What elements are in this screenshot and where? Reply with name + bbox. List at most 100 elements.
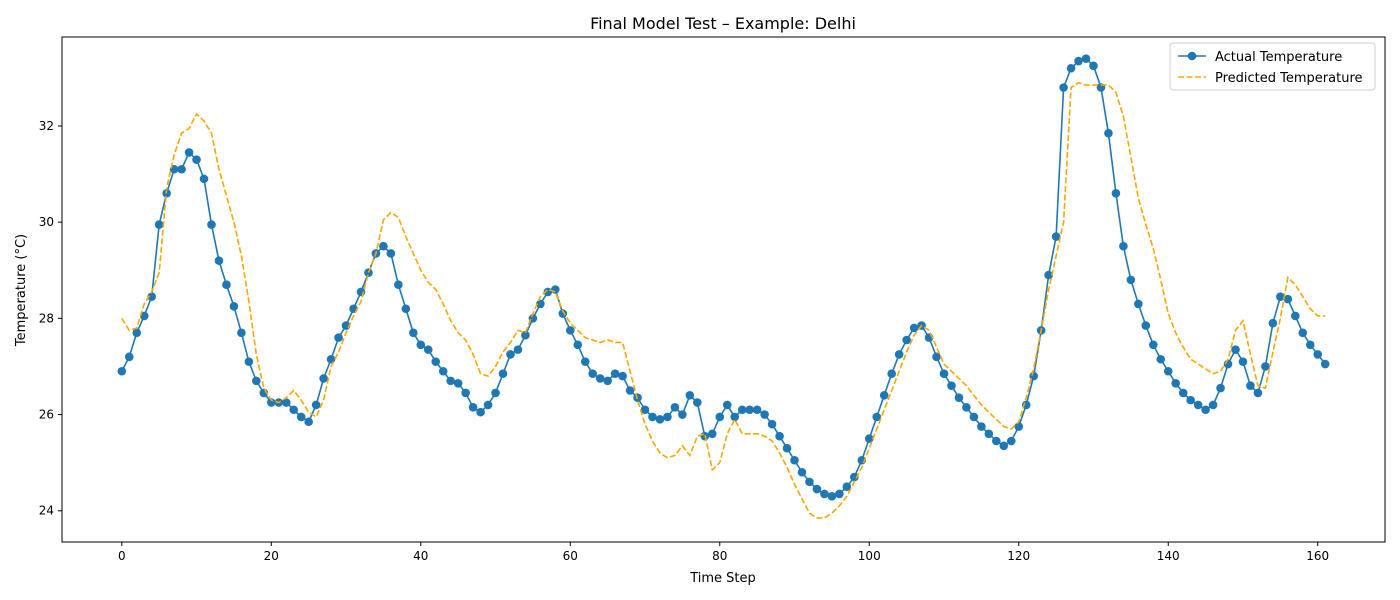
data-point-actual-temperature <box>887 369 896 378</box>
series-line-actual-temperature <box>121 57 1326 498</box>
data-point-actual-temperature <box>707 429 717 439</box>
data-point-actual-temperature <box>1111 189 1121 198</box>
data-point-actual-temperature <box>416 340 426 350</box>
data-point-actual-temperature <box>147 292 156 302</box>
data-point-actual-temperature <box>625 386 635 395</box>
data-point-actual-temperature <box>1119 241 1128 251</box>
data-point-actual-temperature <box>199 174 209 184</box>
data-point-actual-temperature <box>715 412 725 422</box>
data-point-actual-temperature <box>655 415 665 424</box>
data-point-actual-temperature <box>969 412 979 422</box>
data-point-actual-temperature <box>580 357 590 366</box>
data-point-actual-temperature <box>685 391 695 400</box>
data-point-actual-temperature <box>132 328 142 338</box>
data-point-actual-temperature <box>177 164 186 174</box>
data-point-actual-temperature <box>1074 56 1083 66</box>
data-point-actual-temperature <box>850 472 859 482</box>
data-point-actual-temperature <box>1059 83 1068 92</box>
data-point-actual-temperature <box>386 249 396 258</box>
data-point-actual-temperature <box>610 369 620 378</box>
data-point-actual-temperature <box>192 155 201 164</box>
x-tick-label: 80 <box>712 549 727 563</box>
x-axis-label: Time Step <box>689 571 756 586</box>
data-point-actual-temperature <box>1066 63 1076 73</box>
data-point-actual-temperature <box>476 407 485 417</box>
data-point-actual-temperature <box>909 323 919 333</box>
data-point-actual-temperature <box>1089 61 1098 71</box>
data-point-actual-temperature <box>603 376 612 386</box>
data-point-actual-temperature <box>558 309 568 318</box>
data-point-actual-temperature <box>1291 311 1300 321</box>
data-point-actual-temperature <box>1320 359 1330 369</box>
data-point-actual-temperature <box>984 429 994 439</box>
data-point-actual-temperature <box>670 403 680 412</box>
data-point-actual-temperature <box>446 376 455 386</box>
data-point-actual-temperature <box>573 340 583 350</box>
data-point-actual-temperature <box>1148 340 1158 350</box>
data-point-actual-temperature <box>1216 383 1225 393</box>
data-point-actual-temperature <box>939 369 949 378</box>
data-point-actual-temperature <box>521 330 530 340</box>
data-point-actual-temperature <box>139 311 149 321</box>
data-point-actual-temperature <box>506 350 515 359</box>
data-point-actual-temperature <box>281 398 291 407</box>
data-point-actual-temperature <box>334 333 343 342</box>
data-point-actual-temperature <box>618 371 627 381</box>
data-point-actual-temperature <box>790 455 799 465</box>
data-point-actual-temperature <box>1231 345 1240 354</box>
data-point-actual-temperature <box>409 328 418 338</box>
data-point-actual-temperature <box>1134 299 1143 309</box>
data-point-actual-temperature <box>999 441 1009 451</box>
data-point-actual-temperature <box>304 417 313 427</box>
data-point-actual-temperature <box>468 403 478 412</box>
data-point-actual-temperature <box>760 410 769 419</box>
data-point-actual-temperature <box>1104 128 1113 138</box>
data-point-actual-temperature <box>431 357 441 366</box>
data-point-actual-temperature <box>1261 362 1270 371</box>
data-point-actual-temperature <box>319 374 328 383</box>
x-tick-label: 100 <box>858 549 881 563</box>
data-point-actual-temperature <box>722 400 732 410</box>
legend-label-actual: Actual Temperature <box>1215 50 1342 65</box>
data-point-actual-temperature <box>693 398 702 407</box>
data-point-actual-temperature <box>879 391 889 400</box>
data-point-actual-temperature <box>1163 366 1173 376</box>
data-point-actual-temperature <box>423 345 433 354</box>
data-point-actual-temperature <box>453 378 463 388</box>
data-point-actual-temperature <box>1201 405 1210 415</box>
data-point-actual-temperature <box>775 431 784 441</box>
plot-area: 0 20 40 60 80 100 120 140 160 24 26 28 30 32 <box>39 36 1386 563</box>
data-point-actual-temperature <box>782 443 792 453</box>
data-point-actual-temperature <box>1268 318 1278 328</box>
data-point-actual-temperature <box>1006 436 1016 446</box>
data-point-actual-temperature <box>1283 294 1293 304</box>
data-point-actual-temperature <box>1051 232 1061 241</box>
data-point-actual-temperature <box>214 256 224 265</box>
data-point-actual-temperature <box>1171 378 1181 388</box>
data-point-actual-temperature <box>154 220 164 229</box>
data-point-actual-temperature <box>289 405 299 415</box>
data-point-actual-temperature <box>1305 340 1315 350</box>
data-point-actual-temperature <box>1126 275 1136 285</box>
x-tick-label: 40 <box>413 549 428 563</box>
data-point-actual-temperature <box>311 400 321 410</box>
chart-title: Final Model Test – Example: Delhi <box>590 14 856 33</box>
data-point-actual-temperature <box>1223 359 1233 369</box>
data-point-actual-temperature <box>551 285 560 294</box>
data-point-actual-temperature <box>962 403 971 412</box>
data-point-actual-temperature <box>565 326 575 335</box>
data-point-actual-temperature <box>1156 354 1166 364</box>
data-point-actual-temperature <box>992 436 1001 446</box>
data-point-actual-temperature <box>536 299 545 309</box>
y-tick-label: 32 <box>39 119 54 133</box>
data-point-actual-temperature <box>1178 388 1188 398</box>
x-tick-label: 0 <box>118 549 126 563</box>
data-point-actual-temperature <box>1298 328 1308 338</box>
data-point-actual-temperature <box>1238 357 1248 366</box>
x-tick-label: 160 <box>1306 549 1329 563</box>
data-point-actual-temperature <box>827 492 837 501</box>
data-point-actual-temperature <box>730 412 740 422</box>
data-point-actual-temperature <box>364 268 373 277</box>
